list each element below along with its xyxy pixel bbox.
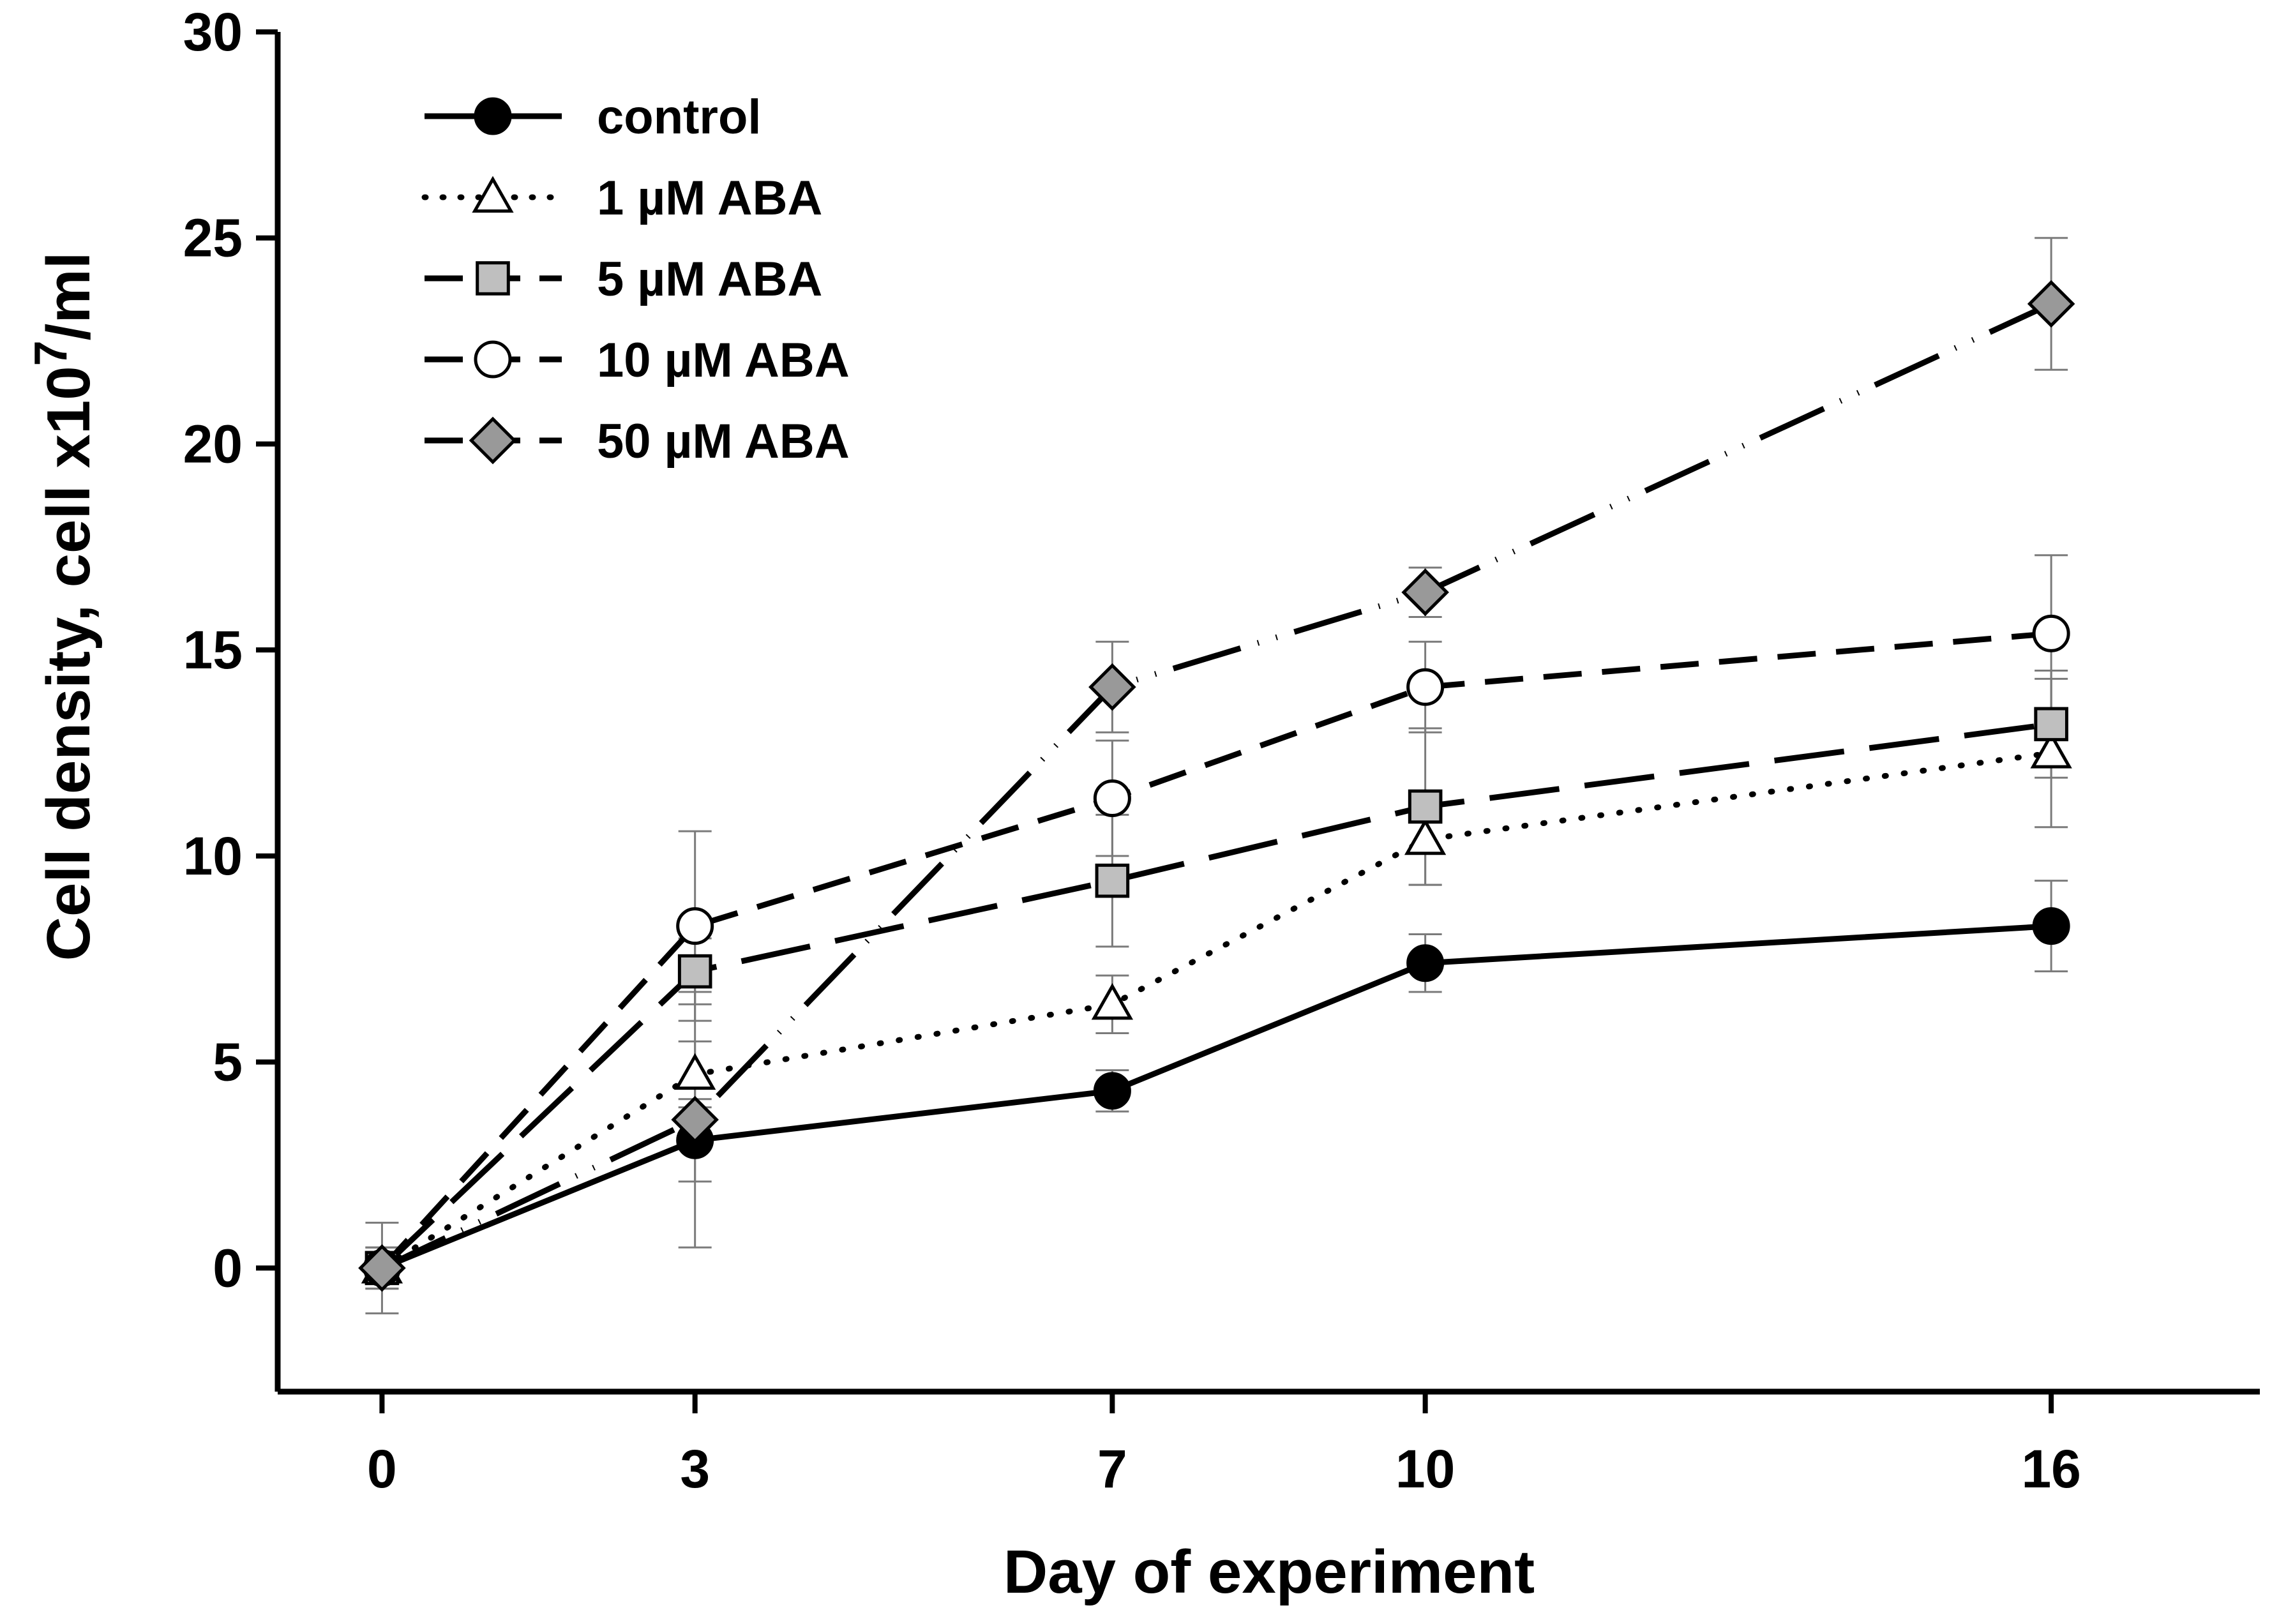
point-1-m-aba-16 [2030, 732, 2072, 769]
point-10-m-aba-16 [2032, 614, 2070, 652]
point-control-7 [1093, 1072, 1131, 1110]
series-line-1-m-aba [379, 750, 2054, 1271]
x-tick-label-0: 0 [367, 1439, 397, 1499]
legend-marker-control [474, 97, 512, 135]
point-1-m-aba-3 [674, 1053, 716, 1090]
y-tick-label-10: 10 [183, 826, 243, 886]
y-tick-label-0: 0 [213, 1238, 243, 1298]
y-tick-label-30: 30 [183, 2, 243, 62]
point-control-10 [1406, 944, 1445, 982]
series-line-control [380, 923, 2052, 1271]
point-1-m-aba-7 [1091, 982, 1134, 1020]
point-50-m-aba-16 [2027, 280, 2075, 328]
series-markers [358, 280, 2075, 1292]
legend-label-1-m-aba: 1 µM ABA [597, 171, 822, 225]
legend-marker-1-m-aba [472, 176, 514, 213]
legend-marker-50-m-aba [469, 416, 517, 465]
y-axis-label: Cell density, cell x107/ml [26, 252, 103, 961]
x-tick-label-16: 16 [2021, 1439, 2080, 1499]
x-axis-label: Day of experiment [1004, 1538, 1535, 1606]
legend-label-control: control [597, 90, 762, 144]
x-tick-label-10: 10 [1395, 1439, 1455, 1499]
y-axis-label-suffix: /ml [34, 252, 103, 341]
y-tick-label-20: 20 [183, 414, 243, 474]
x-tick-label-7: 7 [1097, 1439, 1127, 1499]
point-5-m-aba-7 [1095, 863, 1130, 898]
y-axis-label-superscript: 7 [26, 340, 77, 366]
point-50-m-aba-3 [671, 1095, 719, 1144]
point-control-16 [2032, 907, 2070, 945]
y-tick-label-25: 25 [183, 208, 243, 268]
y-axis-label-main: Cell density, cell x10 [34, 366, 103, 961]
series-line-5-m-aba [380, 721, 2052, 1270]
point-10-m-aba-7 [1093, 779, 1131, 818]
point-50-m-aba-10 [1401, 568, 1449, 617]
legend-label-10-m-aba: 10 µM ABA [597, 333, 850, 387]
legend-label-5-m-aba: 5 µM ABA [597, 252, 822, 306]
legend-marker-5-m-aba [476, 261, 510, 296]
point-5-m-aba-3 [677, 954, 712, 989]
series-line-10-m-aba [380, 630, 2052, 1270]
y-tick-label-5: 5 [213, 1032, 243, 1092]
axes: 0 5 10 15 20 25 30 0 3 7 10 16 [183, 2, 2260, 1499]
point-5-m-aba-16 [2034, 707, 2068, 742]
point-5-m-aba-10 [1408, 789, 1443, 824]
x-tick-label-3: 3 [680, 1439, 710, 1499]
point-50-m-aba-7 [1088, 663, 1136, 711]
legend-label-50-m-aba: 50 µM ABA [597, 414, 850, 469]
point-10-m-aba-3 [676, 907, 714, 945]
point-50-m-aba-0 [358, 1244, 406, 1292]
y-tick-label-15: 15 [183, 620, 243, 680]
legend: control 1 µM ABA 5 µM ABA 10 µM ABA 50 µM AB… [421, 90, 850, 469]
point-10-m-aba-10 [1406, 668, 1445, 706]
point-1-m-aba-10 [1404, 818, 1447, 855]
legend-marker-10-m-aba [474, 340, 512, 379]
